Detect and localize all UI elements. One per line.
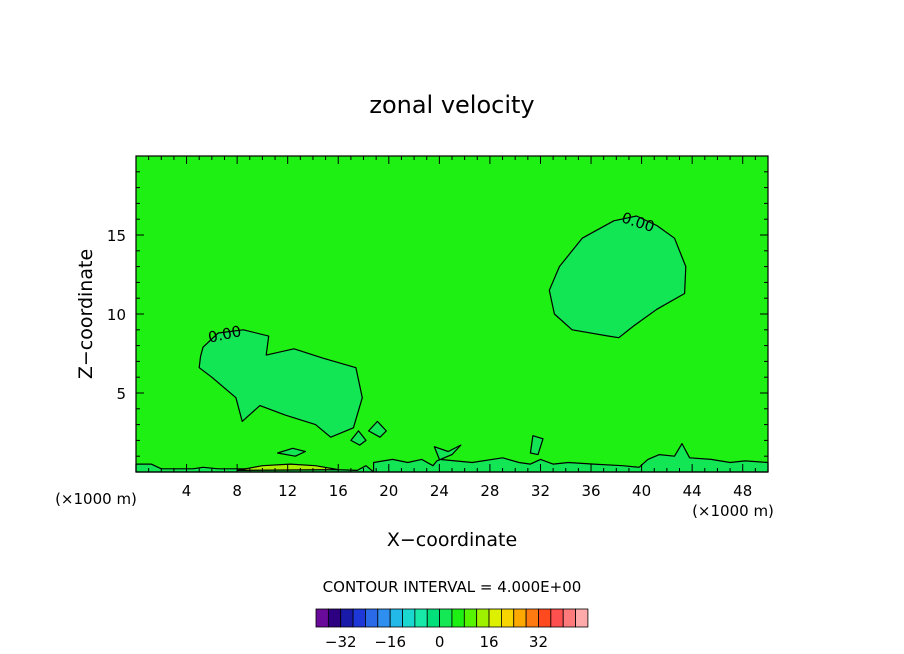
- colorbar-swatch: [500, 608, 515, 628]
- colorbar-swatch: [562, 608, 576, 628]
- x-tick-label: 28: [480, 482, 499, 500]
- colorbar-tick-label: 16: [479, 633, 498, 651]
- contour-region-7: [350, 430, 367, 446]
- colorbar-swatch: [414, 608, 428, 628]
- y-axis-label: Z−coordinate: [75, 249, 97, 379]
- x-tick-label: 8: [232, 482, 242, 500]
- contour-region-4: [373, 443, 769, 473]
- colorbar-swatch: [525, 608, 539, 628]
- chart-title: zonal velocity: [369, 91, 534, 119]
- colorbar-tick-label: 32: [529, 633, 548, 651]
- y-tick-label: 10: [107, 306, 126, 324]
- colorbar-tick-label: 0: [435, 633, 445, 651]
- colorbar-swatch: [538, 608, 552, 628]
- x-tick-label: 12: [278, 482, 297, 500]
- contour-region-8: [368, 420, 387, 438]
- x-tick-label: 36: [581, 482, 600, 500]
- contour-region-1: [198, 329, 363, 438]
- colorbar-swatch: [340, 608, 354, 628]
- colorbar: −32 −16 0 16 32: [315, 608, 589, 651]
- colorbar-swatch: [513, 608, 527, 628]
- colorbar-swatch: [327, 608, 342, 628]
- x-tick-label: 44: [683, 482, 702, 500]
- colorbar-tick-label: −16: [374, 633, 406, 651]
- contour-region-6: [277, 447, 306, 457]
- colorbar-swatch: [389, 608, 403, 628]
- colorbar-swatch: [315, 608, 329, 628]
- x-tick-label: 4: [182, 482, 192, 500]
- colorbar-swatch: [365, 608, 379, 628]
- colorbar-swatch: [451, 608, 465, 628]
- x-unit-right: (×1000 m): [692, 502, 774, 520]
- x-tick-label: 24: [430, 482, 449, 500]
- x-tick-label: 40: [632, 482, 651, 500]
- colorbar-swatch: [550, 608, 564, 628]
- x-tick-label: 48: [733, 482, 752, 500]
- colorbar-tick-label: −32: [325, 633, 357, 651]
- x-axis-label: X−coordinate: [387, 529, 517, 551]
- contour-region-9: [529, 435, 544, 456]
- y-tick-label: 5: [116, 385, 126, 403]
- colorbar-swatch: [377, 608, 391, 628]
- colorbar-swatch: [463, 608, 478, 628]
- x-unit-left: (×1000 m): [55, 490, 137, 508]
- colorbar-swatch: [476, 608, 490, 628]
- colorbar-swatch: [352, 608, 366, 628]
- y-tick-label: 15: [107, 227, 126, 245]
- x-tick-label: 16: [329, 482, 348, 500]
- x-tick-label: 20: [379, 482, 398, 500]
- contour-regions: [135, 215, 769, 473]
- colorbar-swatch: [439, 608, 453, 628]
- colorbar-swatch: [426, 608, 440, 628]
- colorbar-swatch: [488, 608, 502, 628]
- colorbar-swatch: [575, 608, 589, 628]
- plot-background: [136, 156, 768, 472]
- contour-interval-label: CONTOUR INTERVAL = 4.000E+00: [323, 578, 582, 596]
- colorbar-swatch: [402, 608, 416, 628]
- x-tick-label: 32: [531, 482, 550, 500]
- contour-region-2: [548, 215, 687, 339]
